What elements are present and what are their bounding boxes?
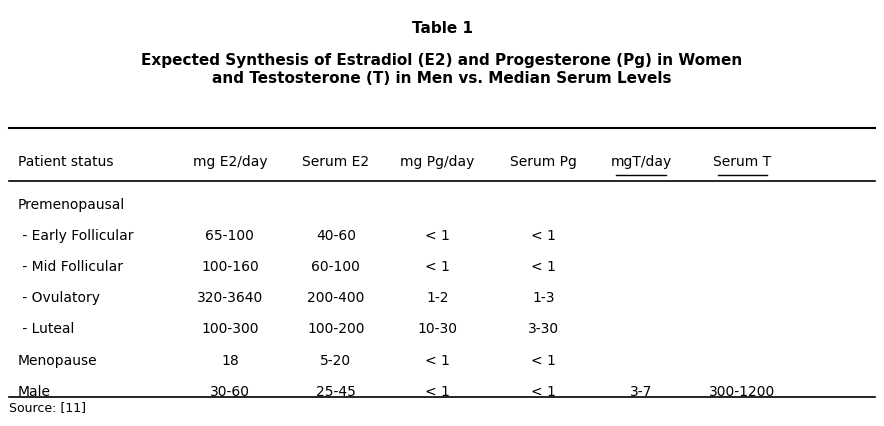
Text: < 1: < 1 [425, 229, 450, 243]
Text: 300-1200: 300-1200 [710, 385, 775, 399]
Text: - Ovulatory: - Ovulatory [18, 291, 100, 305]
Text: 10-30: 10-30 [417, 322, 458, 337]
Text: 65-100: 65-100 [205, 229, 255, 243]
Text: - Luteal: - Luteal [18, 322, 74, 337]
Text: < 1: < 1 [531, 354, 556, 368]
Text: mg E2/day: mg E2/day [193, 155, 267, 170]
Text: < 1: < 1 [531, 385, 556, 399]
Text: 40-60: 40-60 [316, 229, 356, 243]
Text: 30-60: 30-60 [210, 385, 250, 399]
Text: 1-3: 1-3 [532, 291, 555, 305]
Text: mgT/day: mgT/day [610, 155, 672, 170]
Text: 320-3640: 320-3640 [197, 291, 263, 305]
Text: Male: Male [18, 385, 50, 399]
Text: 5-20: 5-20 [320, 354, 352, 368]
Text: mg Pg/day: mg Pg/day [400, 155, 475, 170]
Text: Premenopausal: Premenopausal [18, 198, 125, 212]
Text: 100-300: 100-300 [201, 322, 259, 337]
Text: 18: 18 [221, 354, 239, 368]
Text: 200-400: 200-400 [308, 291, 364, 305]
Text: - Early Follicular: - Early Follicular [18, 229, 133, 243]
Text: 1-2: 1-2 [426, 291, 449, 305]
Text: 100-160: 100-160 [201, 260, 259, 274]
Text: Serum E2: Serum E2 [302, 155, 370, 170]
Text: Menopause: Menopause [18, 354, 97, 368]
Text: Serum T: Serum T [713, 155, 772, 170]
Text: 100-200: 100-200 [307, 322, 365, 337]
Text: Serum Pg: Serum Pg [510, 155, 577, 170]
Text: 3-7: 3-7 [629, 385, 652, 399]
Text: < 1: < 1 [425, 260, 450, 274]
Text: Patient status: Patient status [18, 155, 113, 170]
Text: Table 1: Table 1 [411, 21, 473, 36]
Text: - Mid Follicular: - Mid Follicular [18, 260, 123, 274]
Text: < 1: < 1 [425, 354, 450, 368]
Text: 3-30: 3-30 [528, 322, 560, 337]
Text: 60-100: 60-100 [311, 260, 361, 274]
Text: 25-45: 25-45 [316, 385, 356, 399]
Text: Expected Synthesis of Estradiol (E2) and Progesterone (Pg) in Women
and Testoste: Expected Synthesis of Estradiol (E2) and… [141, 53, 743, 86]
Text: < 1: < 1 [531, 260, 556, 274]
Text: Source: [11]: Source: [11] [9, 401, 86, 414]
Text: < 1: < 1 [425, 385, 450, 399]
Text: < 1: < 1 [531, 229, 556, 243]
